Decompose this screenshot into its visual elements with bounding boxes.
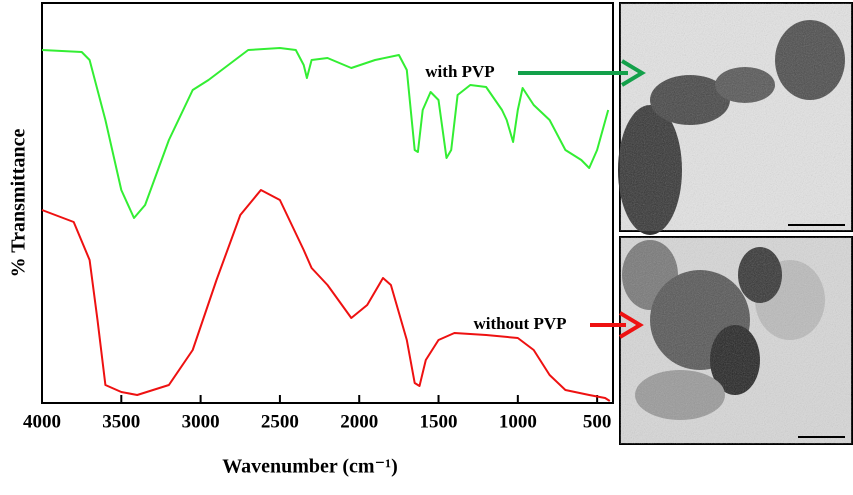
x-tick-label: 1000 (499, 411, 537, 432)
arrow-head (618, 311, 644, 339)
y-axis-label: % Transmittance (8, 129, 30, 278)
tem-image-without-pvp (619, 236, 853, 445)
plot-frame (41, 2, 614, 404)
x-axis-label: Wavenumber (cm⁻¹) (222, 456, 398, 478)
x-tick-label: 2000 (340, 411, 378, 432)
x-tick-label: 1500 (420, 411, 458, 432)
x-tick-label: 500 (583, 411, 612, 432)
series-label: with PVP (425, 62, 494, 81)
x-tick-label: 3000 (182, 411, 220, 432)
tem-image-with-pvp (618, 2, 853, 235)
x-tick-label: 4000 (23, 411, 61, 432)
arrow-head (620, 59, 646, 87)
x-tick-label: 3500 (102, 411, 140, 432)
spectrum-line (41, 47, 610, 219)
x-tick-label: 2500 (261, 411, 299, 432)
series-label: without PVP (473, 314, 566, 333)
spectrum-line (41, 189, 611, 402)
